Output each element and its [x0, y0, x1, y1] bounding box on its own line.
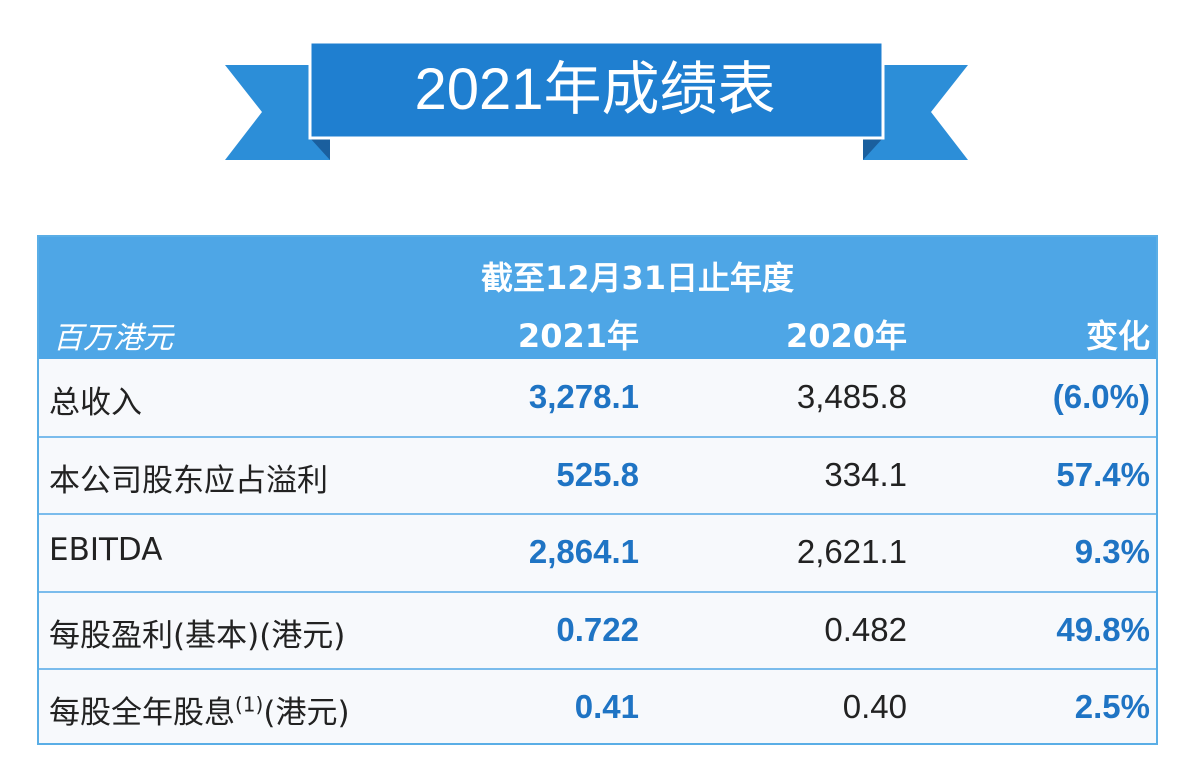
- value-cell: (6.0%): [1052, 378, 1150, 415]
- value-cell: 0.41: [574, 688, 639, 725]
- row-label: 每股盈利(基本)(港元): [49, 610, 345, 655]
- results-table: 截至12月31日止年度 百万港元 2021年 2020年 变化总收入 3,278.1 3…: [37, 235, 1158, 745]
- footnote-marker: (1): [235, 692, 264, 717]
- period-header: 截至12月31日止年度: [480, 259, 795, 297]
- row-label-suffix: (港元): [263, 695, 350, 731]
- row-divider: [39, 435, 1156, 438]
- unit-header: 百万港元: [53, 321, 173, 356]
- value-cell: 2.5%: [1074, 688, 1150, 725]
- banner: [225, 40, 968, 160]
- row-label-text: 每股全年股息: [49, 695, 235, 731]
- value-cell: 0.722: [556, 610, 639, 648]
- value-cell: 57.4%: [1056, 455, 1150, 493]
- row-label: 每股全年股息(1)(港元): [49, 687, 350, 732]
- row-label-text: 本公司股东应占溢利: [49, 462, 328, 499]
- table-header: [39, 237, 1156, 359]
- ribbon-fold: [310, 138, 330, 160]
- value-cell: 0.40: [842, 688, 907, 725]
- banner-title: 2021年成绩表: [414, 57, 776, 122]
- value-cell: 2,621.1: [796, 533, 907, 570]
- ribbon-tail-left: [225, 65, 330, 160]
- value-cell: 2,864.1: [528, 533, 639, 570]
- value-cell: 525.8: [556, 455, 639, 493]
- value-cell: 49.8%: [1056, 610, 1150, 648]
- ribbon-fold: [863, 138, 883, 160]
- row-label-text: EBITDA: [49, 532, 163, 568]
- row-divider: [39, 668, 1156, 670]
- value-cell: 0.482: [824, 610, 907, 648]
- ribbon-tail-right: [863, 65, 968, 160]
- value-cell: 334.1: [824, 455, 907, 493]
- column-header: 2020年: [785, 317, 907, 355]
- value-cell: 3,278.1: [528, 378, 639, 415]
- row-label: EBITDA: [49, 532, 162, 568]
- row-label-text: 总收入: [49, 385, 142, 421]
- value-cell: 9.3%: [1074, 533, 1150, 570]
- column-header: 变化: [1085, 317, 1150, 355]
- row-label: 总收入: [49, 377, 142, 422]
- row-label: 本公司股东应占溢利: [49, 455, 328, 500]
- row-label-text: 每股盈利(基本)(港元): [49, 617, 346, 654]
- row-divider: [39, 513, 1156, 515]
- ribbon-body: [308, 40, 885, 140]
- row-divider: [39, 590, 1156, 593]
- value-cell: 3,485.8: [796, 378, 907, 415]
- column-header: 2021年: [517, 317, 639, 355]
